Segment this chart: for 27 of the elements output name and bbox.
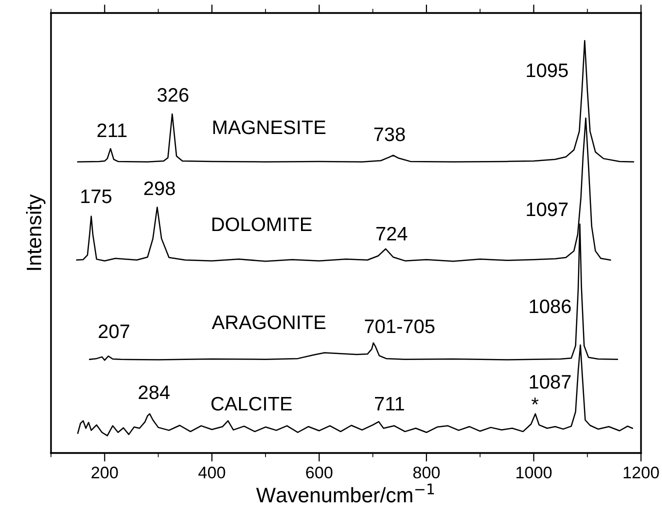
annotation: * (532, 398, 538, 404)
x-axis-title: Wavenumber/cm$^{−1}$ (256, 484, 434, 502)
annotation: MAGNESITE (213, 120, 326, 134)
annotation: ARAGONITE (212, 315, 326, 330)
annotation: 738 (374, 127, 405, 142)
annotation: 298 (144, 181, 175, 196)
annotation: 1086 (530, 299, 571, 314)
annotation: 1095 (526, 63, 568, 78)
annotation: 1087 (530, 374, 571, 389)
x-tick-label: 200 (92, 466, 118, 478)
x-tick-label: 400 (198, 466, 226, 478)
annotation: 701-705 (364, 319, 434, 334)
annotation: 175 (81, 190, 112, 204)
annotation: 1097 (526, 202, 568, 216)
annotation: 207 (98, 324, 130, 338)
annotation: 284 (138, 385, 170, 400)
annotation: CALCITE (211, 396, 292, 411)
annotation: 724 (376, 226, 408, 240)
annotation: DOLOMITE (212, 217, 312, 232)
x-tick-label: 1200 (624, 466, 659, 478)
y-axis-title: Intensity (26, 194, 46, 270)
x-tick-label: 600 (306, 466, 332, 478)
x-tick-label: 800 (413, 466, 440, 478)
annotation: 711 (374, 397, 404, 410)
annotation: 326 (158, 88, 188, 102)
x-tick-label: 1000 (516, 466, 552, 478)
annotation: 211 (97, 123, 127, 138)
